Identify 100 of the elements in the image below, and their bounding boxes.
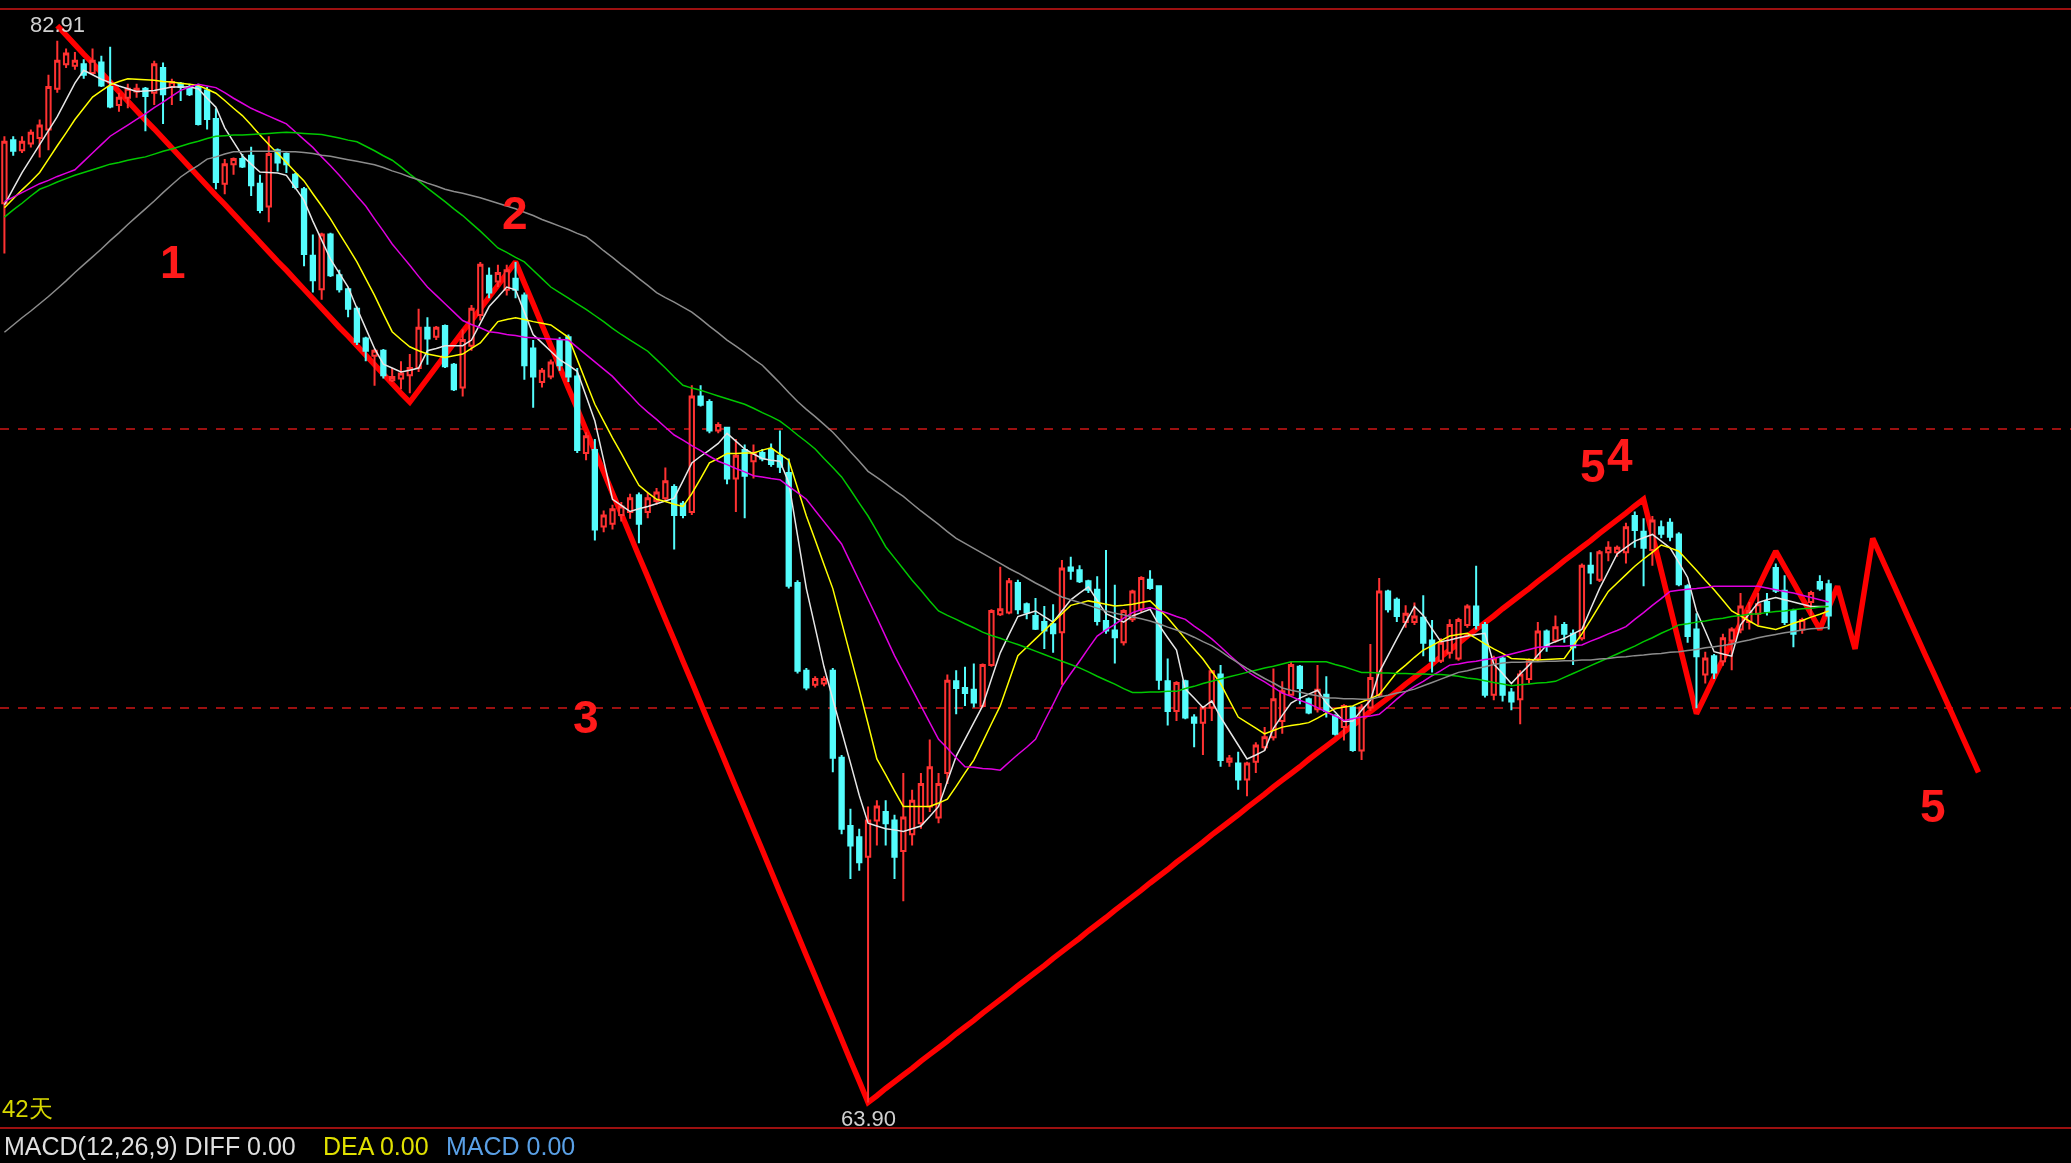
candlestick: [485, 266, 493, 300]
candlestick: [970, 662, 977, 709]
candlestick: [1402, 604, 1409, 629]
candlestick: [1411, 601, 1418, 626]
candlestick: [1710, 652, 1718, 681]
candlestick: [1437, 637, 1445, 664]
candlestick: [1199, 704, 1207, 757]
candlestick: [336, 268, 343, 294]
candlestick: [556, 336, 563, 372]
candlestick: [1543, 628, 1550, 653]
candlestick: [979, 662, 986, 709]
candlestick: [1684, 583, 1691, 644]
candlestick: [988, 608, 995, 668]
candlestick: [829, 666, 836, 774]
candlestick: [671, 483, 678, 551]
candlestick: [891, 813, 898, 881]
candlestick: [248, 145, 255, 197]
candlestick: [512, 260, 519, 300]
candlestick: [908, 788, 916, 847]
candlestick: [265, 135, 272, 224]
candlestick: [1067, 555, 1074, 581]
candlestick: [997, 565, 1004, 617]
candlestick: [1384, 588, 1392, 614]
annotation: 82.91: [30, 12, 86, 37]
candlestick: [1428, 618, 1436, 674]
annotation: 2: [502, 187, 528, 239]
candlestick: [89, 47, 96, 76]
candlestick: [1261, 726, 1268, 752]
candlestick: [309, 233, 317, 294]
candlestick: [618, 501, 625, 523]
candlestick: [732, 437, 740, 514]
candlestick: [776, 429, 784, 474]
candlestick: [1146, 569, 1154, 591]
candlestick: [318, 231, 325, 301]
candlestick: [882, 799, 889, 847]
candlestick: [626, 492, 634, 520]
candlestick: [662, 466, 669, 502]
candlestick: [574, 367, 581, 454]
candlestick: [794, 579, 801, 675]
candlestick: [115, 91, 123, 113]
candlestick: [706, 398, 713, 435]
candlestick: [750, 443, 757, 480]
candlestick: [1420, 594, 1427, 658]
candlestick: [1041, 604, 1048, 650]
candlestick: [1666, 517, 1674, 543]
candlestick: [1155, 584, 1163, 691]
candlestick: [1702, 650, 1709, 685]
candlestick: [1032, 597, 1039, 631]
candlestick: [873, 799, 881, 847]
annotation: 5: [1920, 780, 1946, 832]
candlestick: [530, 339, 537, 409]
candlestick: [926, 738, 933, 814]
candlestick: [494, 263, 502, 289]
candlestick: [741, 443, 748, 520]
candlestick: [521, 291, 528, 381]
candlestick: [609, 503, 616, 531]
candlestick: [1358, 703, 1365, 762]
annotation: 3: [573, 691, 599, 743]
candlestick: [36, 118, 43, 159]
candlestick: [450, 361, 458, 392]
candlestick: [1772, 562, 1779, 595]
candlestick: [1658, 519, 1665, 540]
candlestick: [1270, 667, 1277, 742]
candlestick: [582, 431, 590, 462]
candlestick: [27, 128, 34, 149]
candlestick: [424, 316, 431, 366]
candlestick: [468, 303, 475, 352]
candlestick: [1816, 574, 1823, 592]
candlestick: [362, 335, 369, 363]
candlestick: [45, 73, 52, 152]
candlestick: [1164, 657, 1171, 727]
candlestick: [406, 353, 413, 395]
annotation: 63.90: [841, 1106, 897, 1131]
candlestick: [380, 348, 387, 380]
candlestick: [1622, 521, 1630, 565]
candlestick: [1023, 601, 1030, 621]
candlestick: [538, 367, 546, 389]
text: MACD 0.00: [446, 1132, 576, 1160]
candlestick: [159, 61, 167, 125]
candlestick: [697, 384, 704, 408]
candlestick: [459, 328, 466, 398]
candlestick: [856, 827, 863, 872]
candlestick: [803, 666, 810, 692]
candlestick: [1393, 596, 1400, 624]
candlestick: [1217, 664, 1224, 768]
candlestick: [1587, 551, 1594, 586]
candlestick: [415, 307, 422, 373]
candlestick: [1763, 592, 1771, 617]
candlestick: [715, 421, 722, 435]
candlestick: [203, 86, 211, 131]
candlestick: [591, 437, 599, 542]
candlestick: [107, 45, 114, 110]
candlestick: [1596, 549, 1603, 583]
candlestick: [1173, 680, 1180, 722]
candlestick: [847, 807, 854, 881]
candlestick: [98, 54, 105, 89]
candlestick: [547, 358, 554, 381]
candlestick: [151, 59, 158, 106]
candlestick: [1252, 741, 1259, 774]
candlestick: [635, 491, 643, 545]
